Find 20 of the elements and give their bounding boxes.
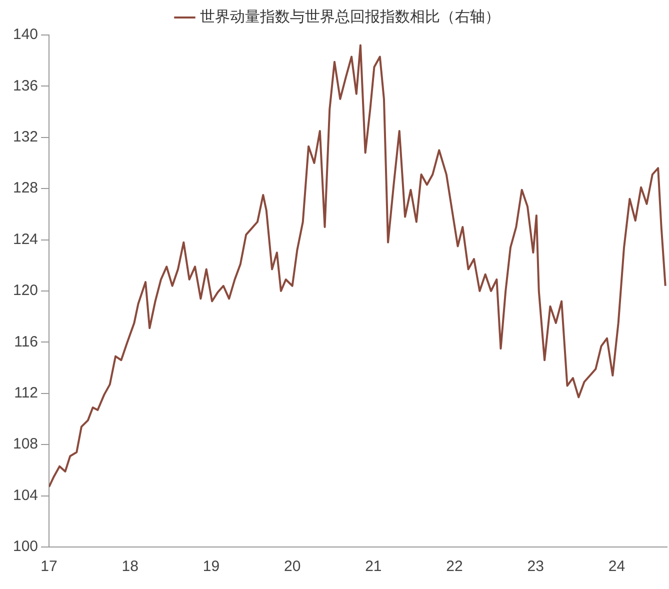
x-tick-label: 22 xyxy=(446,558,463,576)
y-tick-label: 132 xyxy=(12,128,38,146)
x-tick-label: 18 xyxy=(122,558,138,576)
x-tick-label: 23 xyxy=(527,558,544,576)
y-tick-label: 116 xyxy=(14,333,38,350)
y-tick-label: 120 xyxy=(12,282,38,300)
y-tick-label: 108 xyxy=(12,436,38,453)
legend-label: 世界动量指数与世界总回报指数相比（右轴） xyxy=(200,7,500,26)
y-tick-label: 140 xyxy=(12,26,38,44)
y-tick-label: 112 xyxy=(14,384,38,402)
y-tick-label: 100 xyxy=(12,538,38,556)
x-tick-label: 21 xyxy=(365,558,382,576)
y-tick-label: 124 xyxy=(12,230,38,248)
x-tick-label: 24 xyxy=(608,558,626,576)
x-tick-label: 20 xyxy=(284,558,301,576)
y-tick-label: 136 xyxy=(12,77,38,94)
x-tick-label: 17 xyxy=(40,558,58,576)
y-tick-label: 104 xyxy=(12,486,38,504)
x-tick-label: 19 xyxy=(202,558,220,576)
y-tick-label: 128 xyxy=(12,180,38,197)
